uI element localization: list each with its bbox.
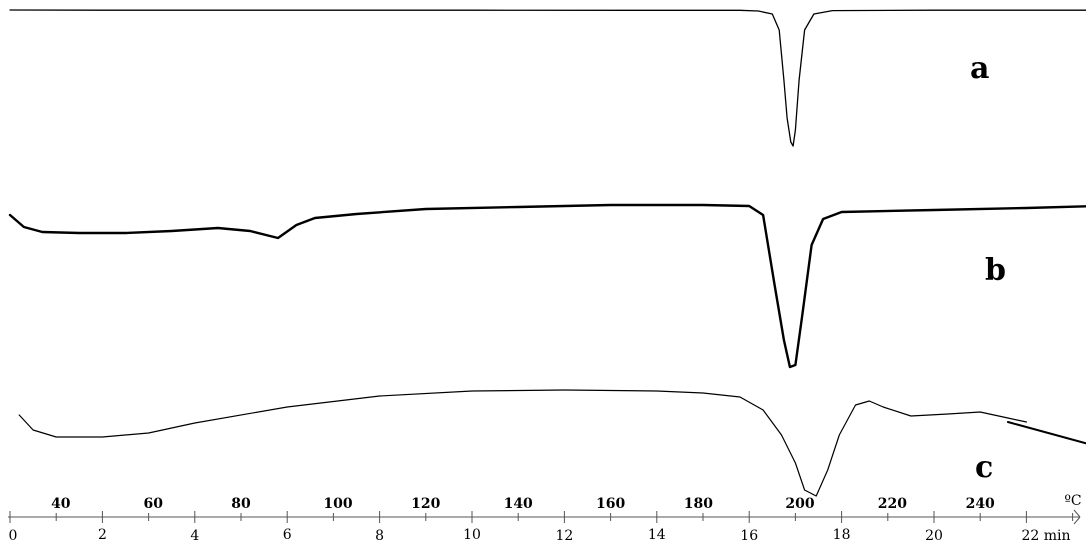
temperature-axis: 40 60 80 100 120 140 160 180 200 220 240 ºC — [51, 493, 1082, 512]
time-tick-label: 8 — [375, 528, 384, 544]
curve-c — [18, 389, 1027, 497]
curves-layer — [8, 9, 1086, 497]
temperature-tick-label: 100 — [323, 496, 352, 512]
time-tick-label: 4 — [190, 528, 199, 544]
time-tick-label: 12 — [555, 528, 573, 544]
temperature-unit-label: ºC — [1064, 493, 1081, 509]
time-tick-label: 14 — [648, 527, 666, 543]
series-label-b: b — [985, 253, 1006, 288]
curve-b — [8, 203, 1086, 369]
time-tick-label: 6 — [283, 527, 292, 543]
series-labels: a b c — [970, 51, 1006, 485]
time-axis-label: 22 min — [1021, 528, 1070, 544]
time-tick-label: 20 — [925, 528, 943, 544]
time-axis: 0 2 4 6 8 10 12 14 16 18 20 22 min — [8, 509, 1081, 544]
temperature-tick-label: 140 — [504, 496, 533, 512]
time-tick-label: 10 — [463, 527, 481, 543]
temperature-tick-label: 160 — [596, 496, 625, 512]
series-label-c: c — [975, 450, 993, 485]
temperature-tick-label: 220 — [878, 496, 907, 512]
temperature-tick-label: 120 — [411, 496, 440, 512]
series-label-a: a — [970, 51, 989, 86]
axis-end-mark — [1073, 516, 1081, 525]
curve-a — [9, 9, 1086, 147]
axis-end-mark — [1073, 509, 1081, 518]
time-tick-label: 18 — [833, 527, 851, 543]
time-tick-label: 16 — [740, 528, 758, 544]
temperature-tick-label: 40 — [51, 496, 71, 512]
temperature-tick-label: 80 — [231, 496, 251, 512]
temperature-tick-label: 200 — [785, 496, 814, 512]
temperature-tick-label: 60 — [143, 496, 163, 512]
time-tick-label: 0 — [9, 528, 18, 544]
temperature-tick-label: 180 — [684, 496, 713, 512]
temperature-tick-label: 240 — [966, 496, 995, 512]
curve-c-tail — [1006, 421, 1086, 445]
time-tick-label: 2 — [98, 527, 107, 543]
